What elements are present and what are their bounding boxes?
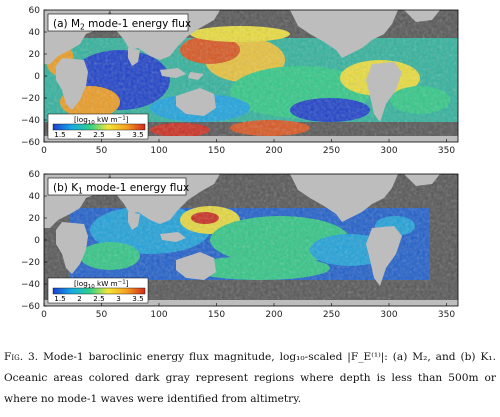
panel-a-label-prefix: (a) M	[53, 18, 80, 30]
panel-b-colorbar-tick-label: 2	[77, 294, 82, 303]
panel-b-map	[44, 174, 458, 306]
panel-b-colorbar-title: [log10 kW m−1]	[74, 279, 129, 290]
panel-b-x-tick-label: 200	[265, 310, 282, 320]
panel-a-label-suffix: mode-1 energy flux	[85, 18, 191, 30]
panel-a-y-tick-label: −20	[21, 94, 40, 104]
panel-a-colorbar-tick-label: 1.5	[54, 130, 65, 139]
panel-a-x-tick-label: 100	[150, 146, 167, 156]
panel-a-y-tick-label: 20	[29, 50, 41, 60]
panel-b-x-tick-label: 250	[323, 310, 340, 320]
panel-a-colorbar-tick-label: 3.5	[132, 130, 143, 139]
panel-b-label-sub: 1	[78, 187, 83, 196]
panel-b-y-tick-label: 0	[34, 236, 40, 246]
panel-b-label-suffix: mode-1 energy flux	[83, 182, 189, 194]
panel-a-x-tick-label: 250	[323, 146, 340, 156]
panel-a-y-tick-label: 40	[29, 28, 41, 38]
panel-a-y-tick-label: −60	[21, 138, 40, 148]
panel-a-y-tick-label: 60	[29, 6, 41, 16]
panel-b-colorbar-tick-label: 2.5	[93, 294, 104, 303]
panel-a: (a) M2 mode-1 energy flux [log10 kW m−1]…	[43, 9, 459, 143]
figure: (a) M2 mode-1 energy flux [log10 kW m−1]…	[21, 6, 459, 320]
panel-a-colorbar-tick-label: 3	[116, 130, 121, 139]
panel-b-y-tick-label: −20	[21, 258, 40, 268]
panel-a-colorbar: [log10 kW m−1] 1.5 2 2.5 3 3.5	[47, 113, 149, 140]
caption-lead: Fig. 3.	[4, 351, 39, 363]
panel-a-colorbar-title: [log10 kW m−1]	[74, 115, 129, 126]
panel-a-x-tick-label: 200	[265, 146, 282, 156]
panel-b-colorbar-tick-label: 3	[116, 294, 121, 303]
panel-b-y-tick-label: 60	[29, 170, 41, 180]
panel-a-x-tick-label: 350	[438, 146, 455, 156]
panel-b-y-tick-label: −60	[21, 302, 40, 312]
panel-a-x-tick-label: 150	[208, 146, 225, 156]
panel-b-x-tick-label: 350	[438, 310, 455, 320]
figure-svg: (a) M2 mode-1 energy flux [log10 kW m−1]…	[21, 6, 459, 320]
panel-a-label-sub: 2	[80, 23, 85, 32]
panel-b-y-tick-label: 20	[29, 214, 41, 224]
panel-b-label: (b) K1 mode-1 energy flux	[47, 177, 189, 196]
panel-a-x-tick-label: 50	[96, 146, 108, 156]
panel-b-y-tick-label: −40	[21, 280, 40, 290]
panel-a-label: (a) M2 mode-1 energy flux	[47, 13, 191, 32]
panel-a-colorbar-tick-label: 2.5	[93, 130, 104, 139]
panel-a-x-tick-label: 0	[41, 146, 47, 156]
panel-a-colorbar-tick-label: 2	[77, 130, 82, 139]
panel-a-colorbar-gradient	[52, 123, 146, 131]
panel-a-map	[44, 10, 458, 142]
panel-b-x-tick-label: 100	[150, 310, 167, 320]
svg-text:(b) K1 mode-1 energy flux: (b) K1 mode-1 energy flux	[53, 182, 189, 196]
panel-b-colorbar-tick-label: 1.5	[54, 294, 65, 303]
panel-b-x-tick-label: 0	[41, 310, 47, 320]
panel-a-y-tick-label: −40	[21, 116, 40, 126]
panel-b-colorbar: [log10 kW m−1] 1.5 2 2.5 3 3.5	[47, 277, 149, 304]
panel-b-label-prefix: (b) K	[53, 182, 79, 194]
panel-a-y-tick-label: 0	[34, 72, 40, 82]
panel-b-colorbar-ticks: 1.5 2 2.5 3 3.5	[54, 294, 143, 303]
panel-b-colorbar-gradient	[52, 287, 146, 295]
panel-b-x-tick-label: 300	[380, 310, 397, 320]
panel-b-x-tick-label: 50	[96, 310, 108, 320]
panel-b-y-tick-label: 40	[29, 192, 41, 202]
panel-a-colorbar-ticks: 1.5 2 2.5 3 3.5	[54, 130, 143, 139]
caption-text: Mode-1 baroclinic energy flux magnitude,…	[4, 351, 496, 405]
panel-b-x-tick-label: 150	[208, 310, 225, 320]
panel-b: (b) K1 mode-1 energy flux [log10 kW m−1]…	[43, 173, 459, 307]
svg-text:(a) M2 mode-1 energy flux: (a) M2 mode-1 energy flux	[53, 18, 191, 32]
figure-caption: Fig. 3. Mode-1 baroclinic energy flux ma…	[4, 347, 496, 410]
panel-a-x-tick-label: 300	[380, 146, 397, 156]
panel-a-land	[44, 10, 458, 142]
panel-b-colorbar-tick-label: 3.5	[132, 294, 143, 303]
